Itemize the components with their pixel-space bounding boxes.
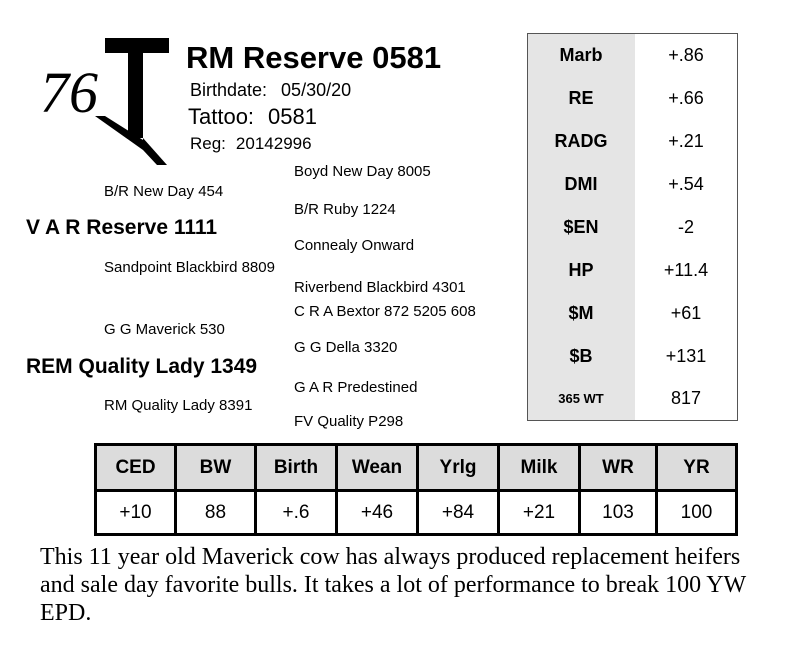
epd-header-birth: Birth	[257, 446, 338, 492]
epd-side-value: +61	[635, 292, 737, 335]
epd-side-row: $B +131	[528, 335, 737, 378]
epd-value-bw: 88	[177, 492, 257, 533]
pedigree-dam-sire-dam: G G Della 3320	[294, 339, 398, 356]
epd-side-label: RE	[568, 88, 594, 108]
birthdate-value: 05/30/20	[281, 80, 352, 100]
epd-side-value: +.86	[635, 34, 737, 77]
epd-side-label: $M	[568, 303, 594, 323]
epd-value-wean: +46	[338, 492, 419, 533]
epd-value-yr: 100	[658, 492, 735, 533]
pedigree-sire-sire-sire: Boyd New Day 8005	[294, 163, 431, 180]
birthdate-label: Birthdate:	[190, 80, 268, 100]
epd-header-ced: CED	[97, 446, 177, 492]
pedigree-dam-dam: RM Quality Lady 8391	[104, 397, 253, 414]
birthdate-row: Birthdate: 05/30/20	[190, 80, 351, 101]
pedigree-sire: V A R Reserve 1111	[26, 216, 218, 239]
epd-header-milk: Milk	[500, 446, 581, 492]
pedigree-sire-dam-dam: Riverbend Blackbird 4301	[294, 279, 466, 296]
epd-header-yr: YR	[658, 446, 735, 492]
epd-value-yrlg: +84	[419, 492, 500, 533]
lot-number: 76	[40, 60, 98, 125]
epd-side-value: +.66	[635, 77, 737, 120]
pedigree-sire-sire-dam: B/R Ruby 1224	[294, 201, 396, 218]
epd-header-wean: Wean	[338, 446, 419, 492]
epd-side-value: +.21	[635, 120, 737, 163]
pedigree-sire-sire: B/R New Day 454	[104, 183, 224, 200]
epd-value-birth: +.6	[257, 492, 338, 533]
epd-side-label: 365 WT	[558, 391, 604, 406]
epd-value-milk: +21	[500, 492, 581, 533]
epd-value-ced: +10	[97, 492, 177, 533]
pedigree-dam-sire: G G Maverick 530	[104, 321, 225, 338]
pedigree-dam-dam-sire: G A R Predestined	[294, 379, 418, 396]
tattoo-value: 0581	[268, 104, 317, 129]
epd-side-label: DMI	[564, 174, 598, 194]
epd-side-row: RE +.66	[528, 77, 737, 120]
epd-side-row: Marb +.86	[528, 34, 737, 77]
lot-comment: This 11 year old Maverick cow has always…	[40, 544, 746, 626]
epd-side-row: $M +61	[528, 292, 737, 335]
pedigree-dam-dam-dam: FV Quality P298	[294, 413, 404, 430]
epd-side-row: RADG +.21	[528, 120, 737, 163]
epd-side-row: HP +11.4	[528, 249, 737, 292]
epd-side-label: Marb	[559, 45, 603, 65]
epd-side-value: +.54	[635, 163, 737, 206]
pedigree-sire-dam-sire: Connealy Onward	[294, 237, 415, 254]
epd-header-yrlg: Yrlg	[419, 446, 500, 492]
epd-header-wr: WR	[581, 446, 658, 492]
reg-value: 20142996	[235, 134, 312, 153]
brand-mark-icon	[95, 38, 169, 165]
tattoo-row: Tattoo: 0581	[188, 104, 317, 130]
animal-name: RM Reserve 0581	[186, 40, 442, 75]
registration-row: Reg: 20142996	[190, 134, 312, 154]
epd-side-value: 817	[635, 377, 737, 420]
epd-side-label: RADG	[554, 131, 608, 151]
epd-value-wr: 103	[581, 492, 658, 533]
epd-side-label: $EN	[563, 217, 599, 237]
epd-side-row: DMI +.54	[528, 163, 737, 206]
epd-side-row: $EN -2	[528, 206, 737, 249]
epd-side-label: $B	[569, 346, 593, 366]
epd-side-table: Marb +.86 RE +.66 RADG +.21 DMI +.54 $EN…	[527, 33, 738, 421]
epd-side-value: +131	[635, 335, 737, 378]
pedigree-dam-sire-sire: C R A Bextor 872 5205 608	[294, 303, 476, 320]
epd-side-value: +11.4	[635, 249, 737, 292]
pedigree-sire-dam: Sandpoint Blackbird 8809	[104, 259, 275, 276]
tattoo-label: Tattoo:	[188, 104, 255, 129]
pedigree-dam: REM Quality Lady 1349	[26, 355, 258, 378]
epd-side-row: 365 WT 817	[528, 377, 737, 420]
epd-header-bw: BW	[177, 446, 257, 492]
epd-bottom-table: CED BW Birth Wean Yrlg Milk WR YR +10 88…	[94, 443, 738, 536]
epd-side-label: HP	[568, 260, 594, 280]
epd-side-value: -2	[635, 206, 737, 249]
reg-label: Reg:	[190, 134, 226, 153]
